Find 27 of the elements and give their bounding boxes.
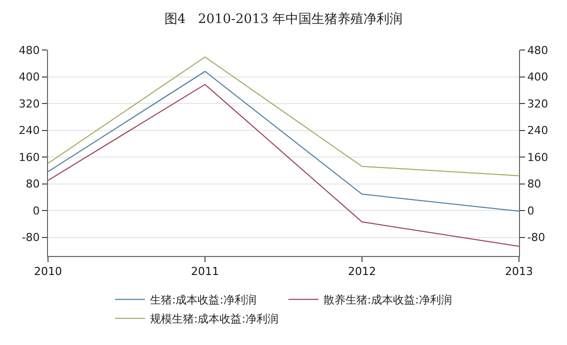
legend-label: 散养生猪:成本收益:净利润 — [323, 294, 452, 307]
legend-label: 生猪:成本收益:净利润 — [150, 294, 256, 307]
y-tick-label: 160 — [18, 150, 40, 164]
y2-tick-label: 400 — [527, 70, 548, 84]
y2-tick-label: 240 — [527, 124, 548, 138]
legend-label: 规模生猪:成本收益:净利润 — [150, 312, 278, 326]
y-tick-label: 480 — [18, 44, 40, 57]
y2-tick-label: 80 — [527, 178, 542, 191]
y2-tick-label: 480 — [527, 44, 548, 57]
line-series — [48, 70, 519, 212]
chart-title: 图4 2010-2013 年中国生猪养殖净利润 — [164, 10, 403, 27]
y-tick-label: -80 — [22, 231, 40, 244]
y-tick-label: 240 — [18, 124, 40, 138]
x-tick-label: 2013 — [505, 265, 533, 278]
y2-tick-label: -80 — [527, 231, 546, 244]
x-tick-label: 2011 — [191, 265, 219, 278]
line-series — [48, 56, 519, 176]
y-tick-label: 320 — [18, 97, 40, 110]
y2-tick-label: 160 — [527, 150, 548, 164]
y-tick-label: 80 — [26, 178, 40, 191]
y-tick-label: 0 — [32, 204, 40, 218]
y2-tick-label: 320 — [527, 97, 548, 110]
y2-tick-label: 0 — [527, 204, 534, 218]
line-series — [48, 84, 519, 247]
x-tick-label: 2012 — [348, 265, 376, 278]
x-tick-label: 2010 — [34, 265, 62, 278]
y-tick-label: 400 — [18, 70, 40, 84]
